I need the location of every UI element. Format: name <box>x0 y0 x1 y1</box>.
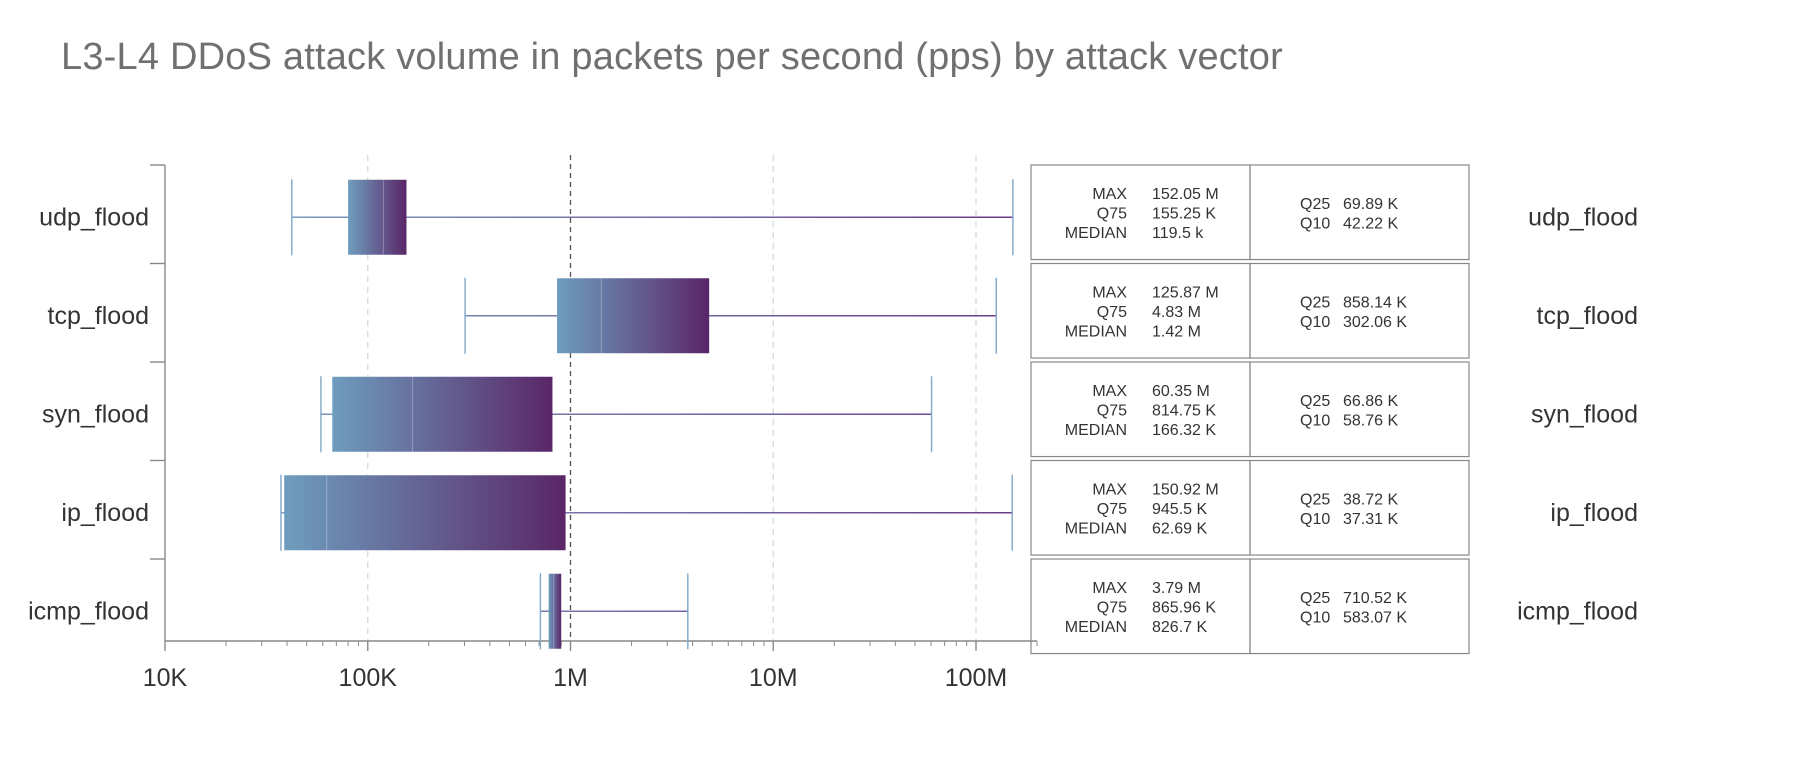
category-label-left: icmp_flood <box>28 597 149 625</box>
stat-value-q75: 155.25 K <box>1152 206 1216 223</box>
stats-cell-left <box>1030 262 1251 359</box>
stat-value-max: 3.79 M <box>1152 580 1201 597</box>
stat-value-q10: 42.22 K <box>1343 216 1398 233</box>
stat-label-q10: Q10 <box>1300 511 1330 528</box>
stats-cell-right <box>1249 558 1470 655</box>
stat-label-q75: Q75 <box>1097 501 1127 518</box>
box-plot-icmp_flood <box>539 573 689 650</box>
stats-cell-left <box>1030 459 1251 556</box>
stat-label-q25: Q25 <box>1300 393 1330 410</box>
stats-row-syn_flood: MAX 60.35 M Q75 814.75 K MEDIAN 166.32 K Q25 66… <box>1030 361 1470 458</box>
stats-cell-left <box>1030 361 1251 458</box>
stat-label-q10: Q10 <box>1300 216 1330 233</box>
x-tick-label: 10M <box>749 664 798 692</box>
stat-value-q75: 865.96 K <box>1152 600 1216 617</box>
iqr-box <box>548 573 562 649</box>
stat-label-q75: Q75 <box>1097 206 1127 223</box>
stat-label-q75: Q75 <box>1097 304 1127 321</box>
box-series <box>280 179 1014 650</box>
stat-label-median: MEDIAN <box>1065 324 1127 341</box>
stat-label-q10: Q10 <box>1300 610 1330 627</box>
stat-value-q10: 302.06 K <box>1343 314 1407 331</box>
stat-value-q75: 4.83 M <box>1152 304 1201 321</box>
stat-value-median: 166.32 K <box>1152 422 1216 439</box>
category-labels: udp_flood udp_flood tcp_flood tcp_flood syn_… <box>28 203 1638 625</box>
stat-value-q25: 69.89 K <box>1343 196 1398 213</box>
category-label-left: udp_flood <box>39 203 149 231</box>
stat-label-max: MAX <box>1092 383 1127 400</box>
stat-label-q10: Q10 <box>1300 413 1330 430</box>
stat-label-max: MAX <box>1092 482 1127 499</box>
stat-label-q10: Q10 <box>1300 314 1330 331</box>
stats-cell-left <box>1030 558 1251 655</box>
stat-value-q25: 38.72 K <box>1343 492 1398 509</box>
stats-row-tcp_flood: MAX 125.87 M Q75 4.83 M MEDIAN 1.42 M Q25 858.1… <box>1030 262 1470 359</box>
stats-cell-right <box>1249 361 1470 458</box>
category-label-left: syn_flood <box>42 400 149 428</box>
stats-cell-right <box>1249 164 1470 261</box>
stat-value-max: 60.35 M <box>1152 383 1210 400</box>
stats-cell-right <box>1249 262 1470 359</box>
stat-value-max: 125.87 M <box>1152 285 1219 302</box>
category-label-left: tcp_flood <box>48 302 149 330</box>
box-plot-ip_flood <box>280 474 1013 551</box>
stat-value-median: 826.7 K <box>1152 619 1207 636</box>
stat-value-max: 152.05 M <box>1152 186 1219 203</box>
stat-label-median: MEDIAN <box>1065 619 1127 636</box>
stat-value-max: 150.92 M <box>1152 482 1219 499</box>
stat-value-q10: 37.31 K <box>1343 511 1398 528</box>
stat-label-max: MAX <box>1092 186 1127 203</box>
iqr-box <box>284 475 566 551</box>
stats-cell-left <box>1030 164 1251 261</box>
stat-value-q25: 858.14 K <box>1343 295 1407 312</box>
stat-label-q25: Q25 <box>1300 295 1330 312</box>
stat-value-q10: 583.07 K <box>1343 610 1407 627</box>
iqr-box <box>332 376 553 452</box>
chart-title: L3-L4 DDoS attack volume in packets per … <box>61 36 1283 78</box>
stat-value-median: 119.5 k <box>1152 225 1204 242</box>
stat-value-median: 1.42 M <box>1152 324 1201 341</box>
x-tick-label: 1M <box>553 664 588 692</box>
stat-label-q75: Q75 <box>1097 600 1127 617</box>
stats-row-ip_flood: MAX 150.92 M Q75 945.5 K MEDIAN 62.69 K Q25 38.… <box>1030 459 1470 556</box>
stat-label-q75: Q75 <box>1097 403 1127 420</box>
iqr-box <box>348 179 407 255</box>
stat-label-q25: Q25 <box>1300 590 1330 607</box>
category-label-right: tcp_flood <box>1537 302 1638 330</box>
category-label-right: ip_flood <box>1550 499 1638 527</box>
box-plot-tcp_flood <box>464 277 997 354</box>
x-tick-label: 100M <box>945 664 1008 692</box>
stat-value-q75: 945.5 K <box>1152 501 1207 518</box>
stats-row-icmp_flood: MAX 3.79 M Q75 865.96 K MEDIAN 826.7 K Q25 710.… <box>1030 558 1470 655</box>
stats-row-udp_flood: MAX 152.05 M Q75 155.25 K MEDIAN 119.5 k Q25 69… <box>1030 164 1470 261</box>
stat-label-q25: Q25 <box>1300 196 1330 213</box>
stat-label-q25: Q25 <box>1300 492 1330 509</box>
category-label-right: syn_flood <box>1531 400 1638 428</box>
box-plot-syn_flood <box>320 376 933 453</box>
stat-label-median: MEDIAN <box>1065 422 1127 439</box>
stat-value-q75: 814.75 K <box>1152 403 1216 420</box>
stats-table: MAX 152.05 M Q75 155.25 K MEDIAN 119.5 k Q25 69… <box>1030 164 1470 655</box>
stat-value-q25: 710.52 K <box>1343 590 1407 607</box>
iqr-box <box>557 278 710 354</box>
stat-value-q10: 58.76 K <box>1343 413 1398 430</box>
category-label-right: udp_flood <box>1528 203 1638 231</box>
category-label-left: ip_flood <box>61 499 149 527</box>
x-axis: 10K 100K 1M 10M 100M <box>143 164 1038 692</box>
x-tick-label: 100K <box>339 664 398 692</box>
stat-label-max: MAX <box>1092 285 1127 302</box>
stats-cell-right <box>1249 459 1470 556</box>
stat-label-max: MAX <box>1092 580 1127 597</box>
box-plot-udp_flood <box>291 179 1014 256</box>
stat-label-median: MEDIAN <box>1065 521 1127 538</box>
x-tick-label: 10K <box>143 664 188 692</box>
stat-label-median: MEDIAN <box>1065 225 1127 242</box>
category-label-right: icmp_flood <box>1517 597 1638 625</box>
stat-value-median: 62.69 K <box>1152 521 1207 538</box>
stat-value-q25: 66.86 K <box>1343 393 1398 410</box>
